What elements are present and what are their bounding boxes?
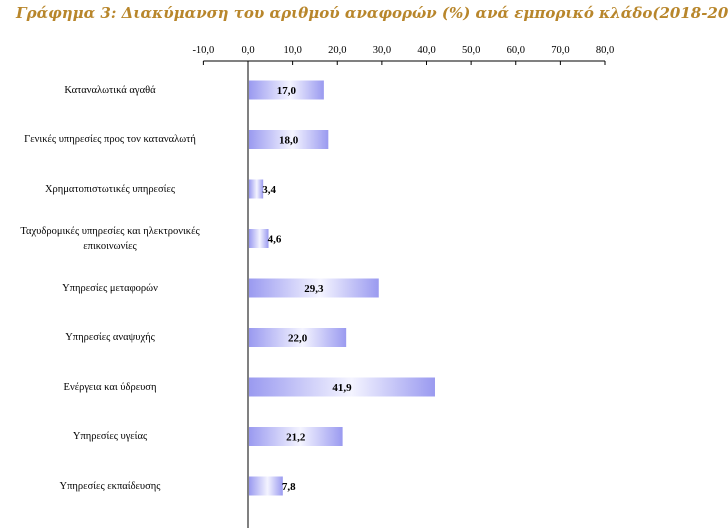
data-label: 21,2	[286, 432, 306, 444]
bar	[249, 130, 329, 149]
data-label: 3,4	[262, 184, 276, 196]
x-tick-label: 50,0	[462, 45, 480, 56]
bar	[249, 179, 264, 199]
category-label: Ενέργεια και ύδρευση	[63, 381, 157, 393]
category-label: Υπηρεσίες εκπαίδευσης	[59, 480, 161, 492]
category-label: Γενικές υπηρεσίες προς τον καταναλωτή	[24, 134, 196, 145]
data-label: 41,9	[332, 382, 352, 394]
data-label: 17,0	[277, 85, 297, 97]
data-label: 29,3	[304, 283, 324, 295]
x-tick-label: 40,0	[417, 45, 435, 56]
x-tick-label: 70,0	[551, 45, 569, 56]
bar	[249, 80, 324, 100]
x-tick-label: 30,0	[373, 45, 391, 56]
bar	[249, 278, 379, 298]
chart-title: Γράφημα 3: Διακύμανση του αριθμού αναφορ…	[16, 4, 728, 22]
bar	[249, 427, 343, 446]
data-label: 4,6	[268, 234, 282, 246]
bar	[249, 476, 283, 496]
x-tick-label: 0,0	[241, 45, 254, 56]
data-label: 7,8	[282, 481, 296, 493]
category-label: Υπηρεσίες υγείας	[72, 431, 148, 442]
bar	[249, 377, 435, 397]
category-label: Καταναλωτικά αγαθά	[64, 84, 156, 96]
data-label: 22,0	[288, 333, 308, 345]
category-label: Ταχυδρομικές υπηρεσίες και ηλεκτρονικές …	[20, 225, 200, 252]
x-tick-label: 80,0	[596, 45, 614, 56]
data-label: 18,0	[279, 135, 299, 147]
x-tick-label: -10,0	[192, 45, 214, 56]
x-tick-label: 20,0	[328, 45, 346, 56]
category-label: Υπηρεσίες μεταφορών	[62, 282, 158, 294]
x-tick-label: 60,0	[507, 45, 525, 56]
category-label: Χρηματοπιστωτικές υπηρεσίες	[44, 183, 176, 195]
x-tick-label: 10,0	[283, 45, 301, 56]
bar	[249, 328, 347, 347]
category-label: Υπηρεσίες αναψυχής	[65, 332, 155, 343]
bar	[249, 229, 269, 248]
